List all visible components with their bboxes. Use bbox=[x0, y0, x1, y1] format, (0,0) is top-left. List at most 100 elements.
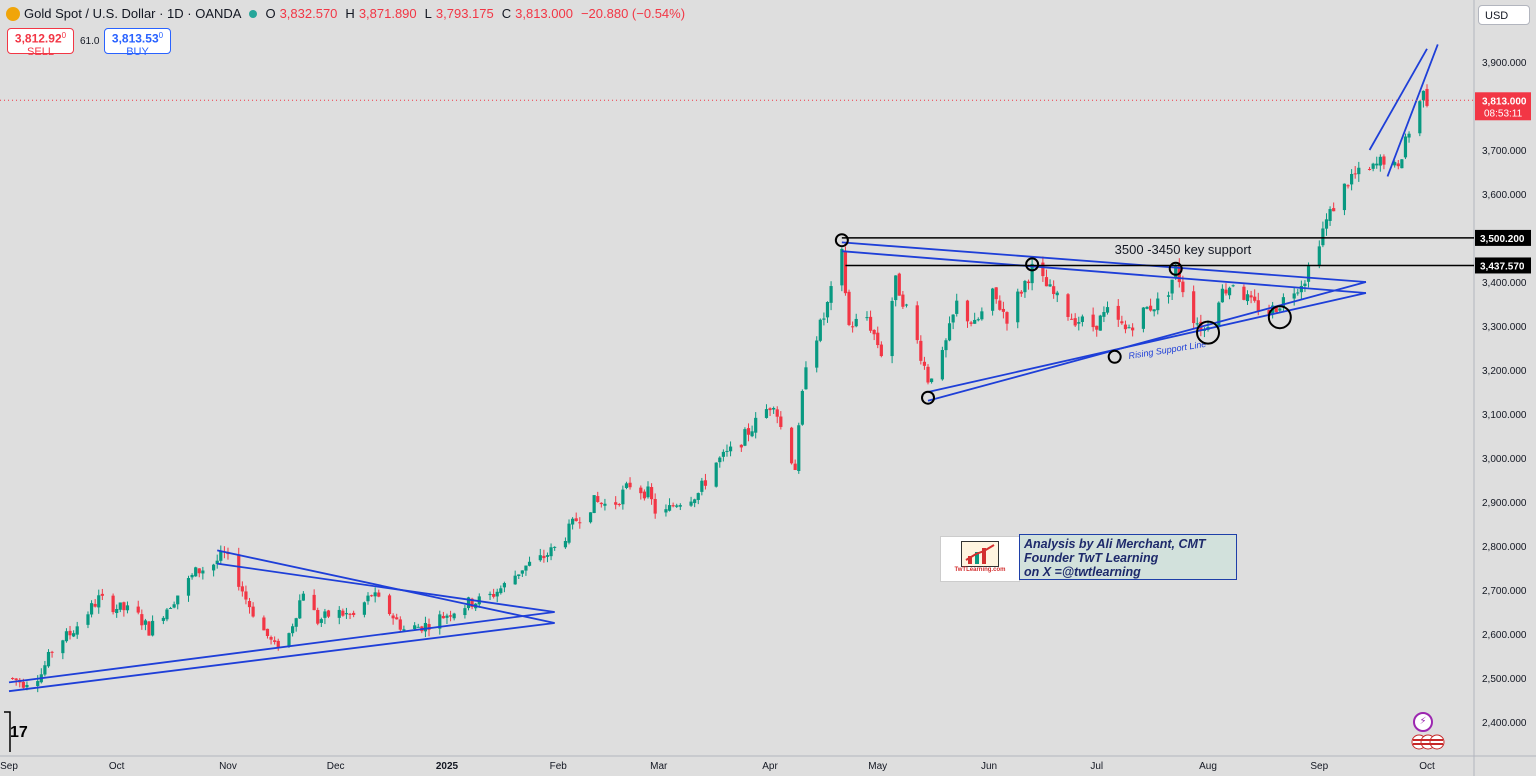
candle-body bbox=[466, 597, 471, 609]
sell-price-sup: 0 bbox=[61, 31, 67, 40]
candle-body bbox=[894, 275, 898, 301]
candle-body bbox=[553, 546, 557, 548]
level-price-tag bbox=[1475, 229, 1531, 246]
candle-body bbox=[287, 633, 291, 647]
candle-body bbox=[176, 595, 180, 605]
spread-value: 61.0 bbox=[80, 36, 100, 47]
candle-body bbox=[161, 617, 165, 621]
candle-body bbox=[743, 429, 747, 446]
candle-body bbox=[1123, 324, 1128, 330]
candle-body bbox=[642, 491, 647, 499]
candle-body bbox=[1242, 286, 1246, 300]
candle-body bbox=[739, 444, 743, 448]
candle-body bbox=[265, 628, 270, 637]
candle-body bbox=[1253, 296, 1257, 301]
candle-body bbox=[578, 522, 582, 524]
buy-price-sup: 0 bbox=[158, 31, 164, 40]
candle-body bbox=[64, 631, 69, 642]
candle-body bbox=[197, 568, 201, 574]
candle-body bbox=[1141, 307, 1145, 329]
market-open-icon bbox=[249, 9, 258, 18]
candle-body bbox=[693, 499, 697, 504]
trendline bbox=[217, 549, 555, 624]
candle-body bbox=[488, 593, 492, 596]
candle-body bbox=[714, 462, 718, 487]
candle-body bbox=[1418, 101, 1422, 134]
candle-body bbox=[111, 595, 115, 613]
candle-body bbox=[1278, 308, 1282, 311]
candle-body bbox=[1131, 327, 1135, 331]
candle-body bbox=[1403, 136, 1408, 158]
candle-body bbox=[628, 482, 632, 488]
candle-body bbox=[1105, 307, 1110, 313]
candle-body bbox=[991, 288, 995, 311]
x-tick-label: Jun bbox=[981, 761, 997, 772]
candle-body bbox=[366, 595, 370, 602]
x-tick-label: Oct bbox=[109, 761, 125, 772]
buy-button[interactable]: 3,813.530 BUY bbox=[104, 28, 171, 58]
candle-body bbox=[567, 523, 571, 543]
level-price-label: 3,500.200 bbox=[1480, 234, 1525, 245]
candle-body bbox=[387, 595, 392, 615]
candle-body bbox=[445, 615, 449, 618]
tradingview-logo-icon[interactable]: 17 bbox=[10, 724, 28, 741]
y-tick-label: 3,700.000 bbox=[1482, 146, 1527, 157]
candle-body bbox=[851, 326, 855, 328]
candle-body bbox=[825, 301, 830, 318]
candle-body bbox=[571, 518, 575, 525]
candle-body bbox=[452, 613, 456, 619]
candle-body bbox=[294, 618, 298, 627]
lightning-icon[interactable]: ⚡ bbox=[1413, 712, 1433, 732]
candle-body bbox=[402, 629, 406, 631]
close-key: C bbox=[501, 6, 512, 21]
candle-body bbox=[492, 594, 496, 597]
y-tick-label: 3,100.000 bbox=[1482, 410, 1527, 421]
candle-body bbox=[68, 630, 72, 636]
candle-body bbox=[319, 619, 323, 623]
symbol-title[interactable]: Gold Spot / U.S. Dollar · 1D · OANDA bbox=[24, 6, 242, 21]
candle-body bbox=[291, 626, 295, 634]
candle-body bbox=[854, 318, 858, 327]
candle-body bbox=[423, 622, 428, 632]
candle-body bbox=[1127, 327, 1131, 329]
candle-body bbox=[75, 626, 79, 635]
trendline bbox=[1386, 44, 1439, 177]
candle-body bbox=[1378, 156, 1382, 166]
y-tick-label: 2,400.000 bbox=[1482, 718, 1527, 729]
candle-body bbox=[1346, 185, 1350, 187]
currency-select[interactable]: USD bbox=[1478, 5, 1530, 25]
candle-body bbox=[1382, 156, 1386, 165]
candle-body bbox=[186, 578, 191, 596]
x-tick-label: Mar bbox=[650, 761, 668, 772]
currency-label: USD bbox=[1485, 10, 1509, 22]
candle-body bbox=[441, 615, 445, 619]
candle-body bbox=[312, 594, 316, 611]
candle-body bbox=[649, 487, 654, 500]
candle-body bbox=[876, 332, 880, 346]
candle-body bbox=[1350, 173, 1354, 185]
candle-body bbox=[1400, 159, 1404, 169]
candle-body bbox=[147, 621, 151, 636]
y-tick-label: 3,900.000 bbox=[1482, 58, 1527, 69]
sell-button[interactable]: 3,812.920 SELL bbox=[7, 28, 74, 58]
candle-body bbox=[588, 512, 593, 523]
candle-body bbox=[25, 684, 29, 688]
candle-body bbox=[1317, 246, 1321, 265]
us-flag-icon[interactable] bbox=[1411, 734, 1445, 750]
candle-body bbox=[840, 248, 844, 286]
candle-body bbox=[1371, 163, 1375, 169]
candle-body bbox=[728, 446, 733, 452]
pivot-circle bbox=[834, 233, 849, 248]
twt-logo: TwTLearning.com bbox=[940, 536, 1020, 582]
candle-body bbox=[237, 554, 241, 587]
candle-body bbox=[1231, 285, 1235, 287]
trendline bbox=[217, 562, 555, 613]
candle-body bbox=[1044, 277, 1049, 287]
candle-body bbox=[93, 603, 97, 607]
sell-label: SELL bbox=[27, 45, 54, 58]
y-tick-label: 2,500.000 bbox=[1482, 674, 1527, 685]
pivot-circle bbox=[921, 390, 936, 405]
candle-body bbox=[847, 291, 851, 325]
